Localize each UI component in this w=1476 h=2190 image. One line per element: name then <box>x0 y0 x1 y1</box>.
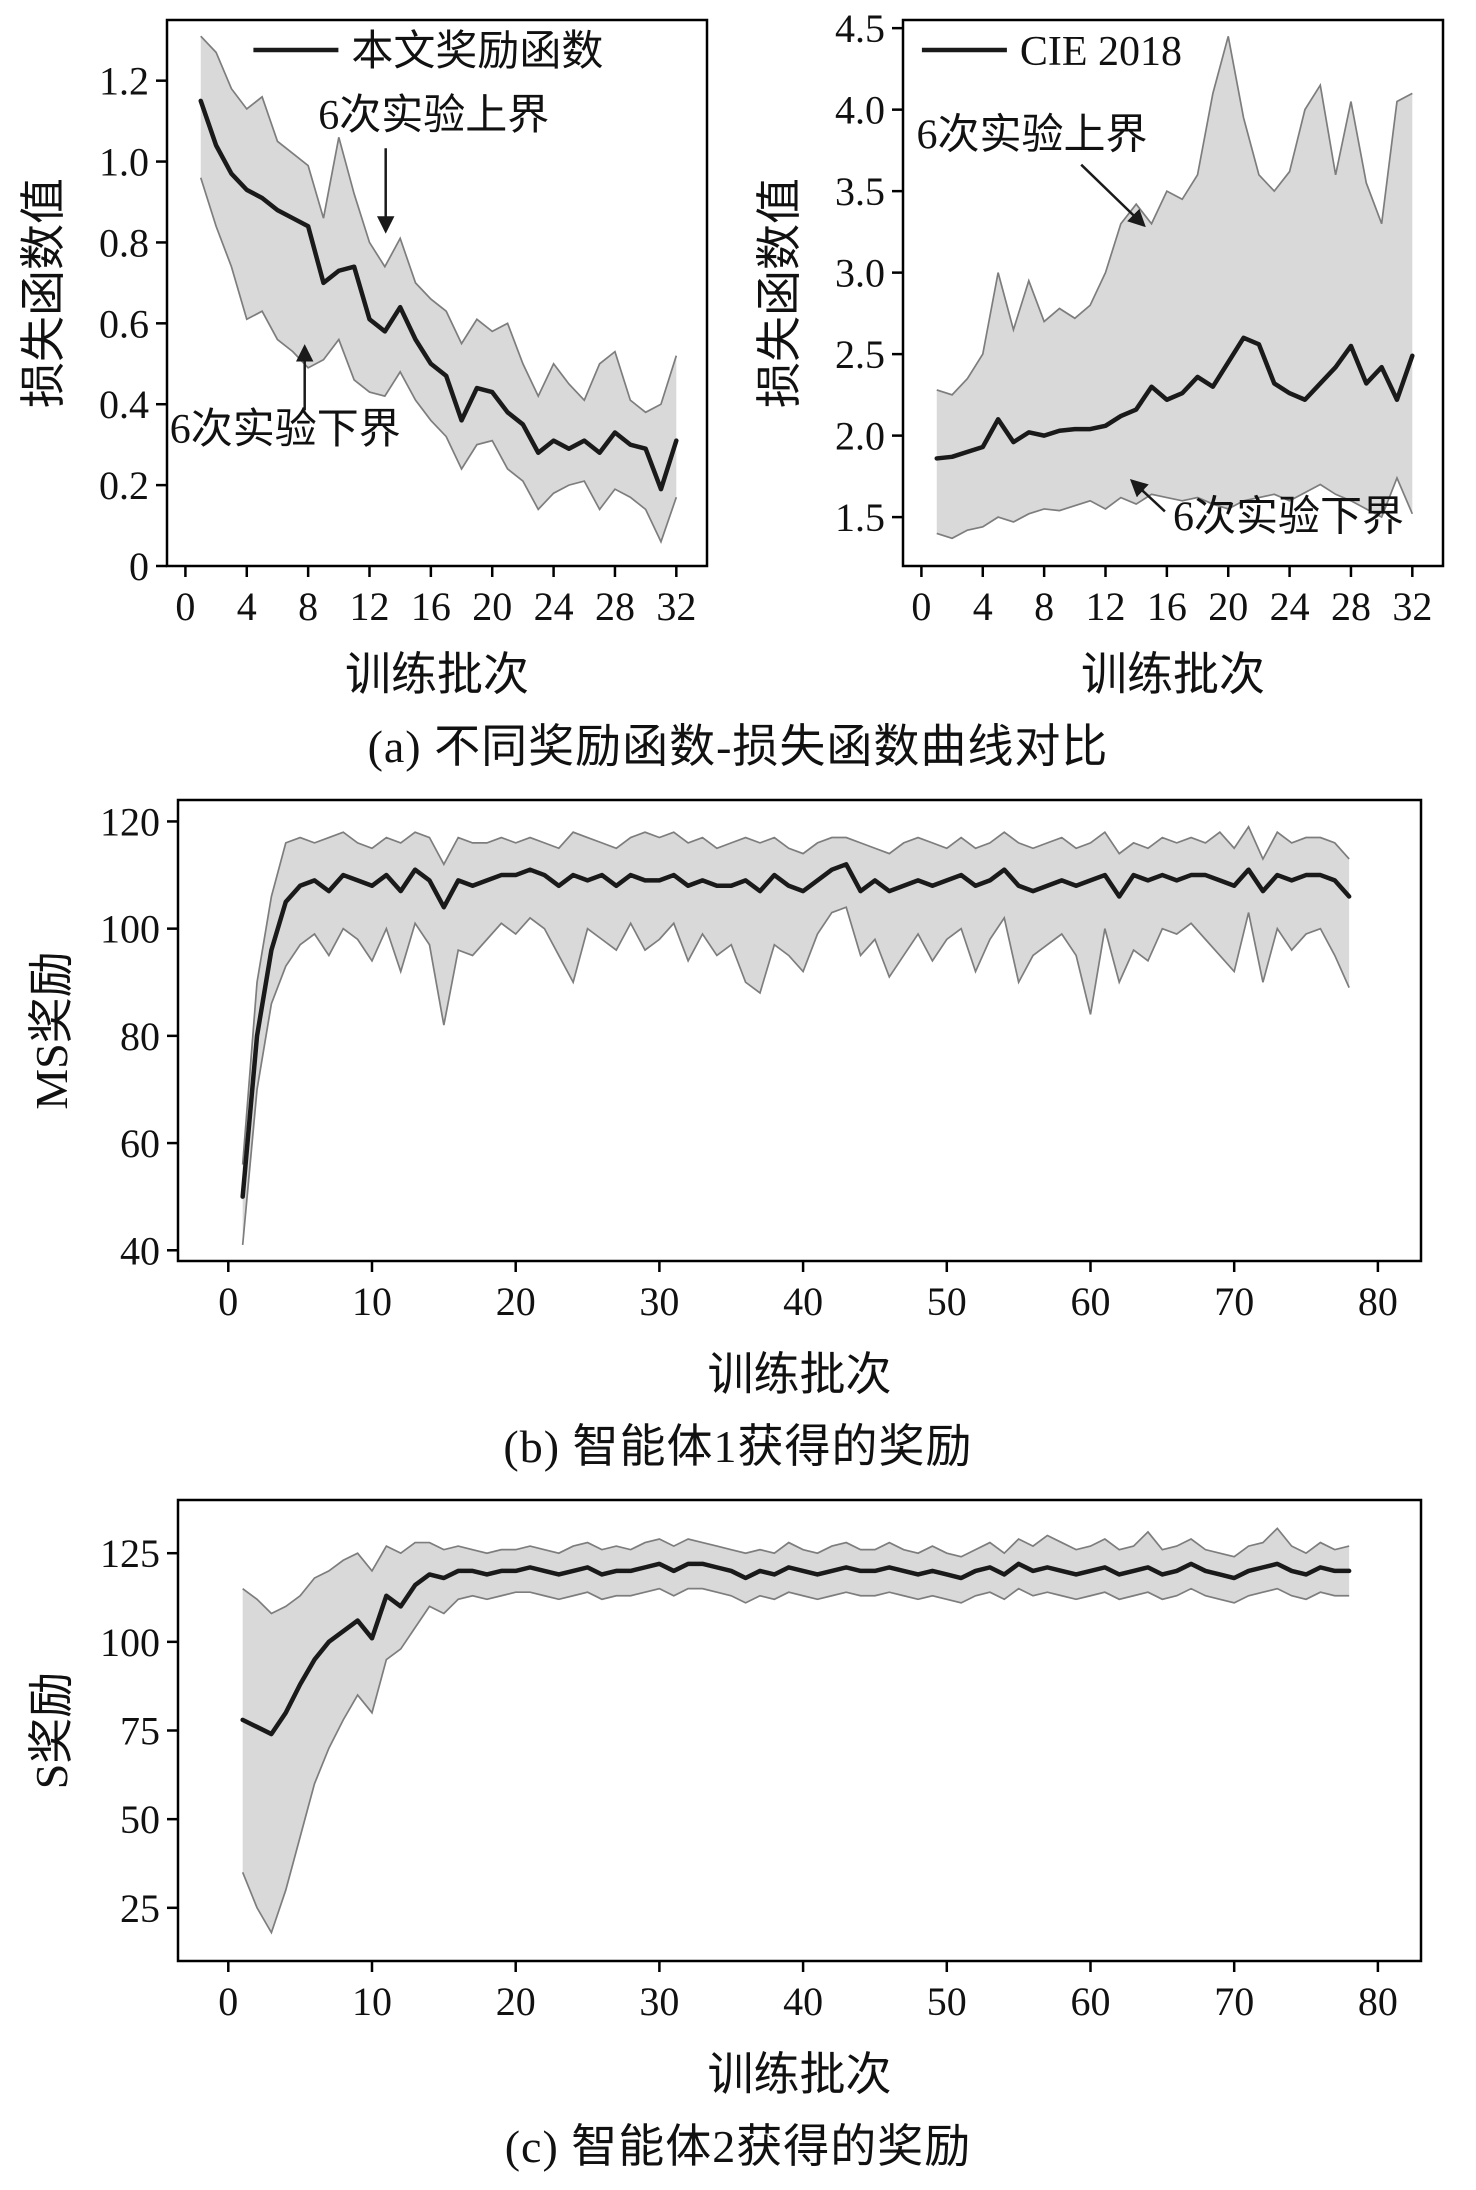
svg-text:0: 0 <box>129 544 149 589</box>
svg-text:损失函数值: 损失函数值 <box>754 178 805 408</box>
svg-text:1.2: 1.2 <box>99 59 149 104</box>
svg-text:12: 12 <box>1086 584 1126 629</box>
svg-text:70: 70 <box>1214 1979 1254 2024</box>
svg-text:3.5: 3.5 <box>835 169 885 214</box>
caption-a: (a) 不同奖励函数-损失函数曲线对比 <box>367 721 1109 772</box>
chart-s-reward: 0 10 20 30 40 50 60 70 80 25 50 75 100 125 训练批次 S奖励 <box>26 1498 1423 2100</box>
svg-text:MS奖励: MS奖励 <box>26 951 77 1109</box>
svg-text:30: 30 <box>639 1279 679 1324</box>
svg-text:25: 25 <box>120 1886 160 1931</box>
svg-text:训练批次: 训练批次 <box>345 649 529 700</box>
svg-text:训练批次: 训练批次 <box>1081 649 1265 700</box>
svg-text:20: 20 <box>496 1279 536 1324</box>
svg-text:8: 8 <box>1034 584 1054 629</box>
svg-text:6次实验下界: 6次实验下界 <box>1173 494 1404 541</box>
svg-text:本文奖励函数: 本文奖励函数 <box>351 28 603 75</box>
svg-text:0.6: 0.6 <box>99 301 149 346</box>
svg-text:16: 16 <box>411 584 451 629</box>
chart-block-s-reward: 0 10 20 30 40 50 60 70 80 25 50 75 100 125 训练批次 S奖励 <box>0 1486 1476 2106</box>
svg-text:12: 12 <box>350 584 390 629</box>
svg-text:0.4: 0.4 <box>99 382 149 427</box>
svg-text:24: 24 <box>1270 584 1310 629</box>
svg-text:60: 60 <box>1070 1279 1110 1324</box>
svg-text:28: 28 <box>595 584 635 629</box>
svg-text:24: 24 <box>534 584 574 629</box>
svg-text:4: 4 <box>237 584 257 629</box>
svg-text:20: 20 <box>472 584 512 629</box>
chart-block-loss-cie2018: 0 4 8 12 16 20 24 28 32 1.5 2.0 2.5 3.0 3.5 4.0 4.5 训练批次… <box>751 6 1461 706</box>
chart-block-loss-proposed: 0 4 8 12 16 20 24 28 32 0 0.2 0.4 0.6 0.8 1.0 1.2 训练批次 损失… <box>15 6 725 706</box>
svg-text:80: 80 <box>120 1014 160 1059</box>
svg-text:CIE 2018: CIE 2018 <box>1020 29 1182 75</box>
svg-text:0.2: 0.2 <box>99 463 149 508</box>
svg-text:6次实验上界: 6次实验上界 <box>917 111 1148 158</box>
svg-text:训练批次: 训练批次 <box>708 2049 892 2100</box>
svg-text:0: 0 <box>911 584 931 629</box>
svg-text:4.5: 4.5 <box>835 6 885 51</box>
svg-text:2.5: 2.5 <box>835 332 885 377</box>
svg-text:损失函数值: 损失函数值 <box>18 178 69 408</box>
caption-c: (c) 智能体2获得的奖励 <box>504 2121 972 2172</box>
svg-text:0: 0 <box>218 1279 238 1324</box>
svg-text:75: 75 <box>120 1709 160 1754</box>
svg-text:70: 70 <box>1214 1279 1254 1324</box>
svg-text:50: 50 <box>120 1797 160 1842</box>
svg-text:28: 28 <box>1331 584 1371 629</box>
svg-text:8: 8 <box>298 584 318 629</box>
svg-text:32: 32 <box>1392 584 1432 629</box>
svg-text:30: 30 <box>639 1979 679 2024</box>
svg-text:0: 0 <box>175 584 195 629</box>
chart-loss-proposed: 0 4 8 12 16 20 24 28 3200.20.40.60.81.01.2训练批次损失… <box>18 18 709 700</box>
svg-text:120: 120 <box>100 799 160 844</box>
svg-text:4: 4 <box>973 584 993 629</box>
chart-block-ms-reward: 0 10 20 30 40 50 60 70 80 40 60 80 100 120 训练批次 MS奖励 <box>0 786 1476 1406</box>
svg-text:50: 50 <box>927 1979 967 2024</box>
svg-text:1.5: 1.5 <box>835 495 885 540</box>
svg-text:S奖励: S奖励 <box>26 1672 77 1790</box>
svg-text:80: 80 <box>1358 1979 1398 2024</box>
svg-text:100: 100 <box>100 907 160 952</box>
svg-text:16: 16 <box>1147 584 1187 629</box>
subfigure-a-row: 0 4 8 12 16 20 24 28 32 0 0.2 0.4 0.6 0.8 1.0 1.2 训练批次 损失… <box>0 6 1476 706</box>
svg-text:32: 32 <box>656 584 696 629</box>
svg-text:10: 10 <box>352 1979 392 2024</box>
svg-text:0.8: 0.8 <box>99 220 149 265</box>
svg-text:2.0: 2.0 <box>835 414 885 459</box>
svg-text:训练批次: 训练批次 <box>708 1349 892 1400</box>
svg-text:125: 125 <box>100 1531 160 1576</box>
caption-b: (b) 智能体1获得的奖励 <box>503 1421 973 1472</box>
svg-text:80: 80 <box>1358 1279 1398 1324</box>
svg-text:40: 40 <box>120 1228 160 1273</box>
svg-text:3.0: 3.0 <box>835 251 885 296</box>
chart-ms-reward: 0 10 20 30 40 50 60 70 80 40 60 80 100 120 训练批次 MS奖励 <box>26 798 1423 1400</box>
svg-text:60: 60 <box>1070 1979 1110 2024</box>
svg-text:20: 20 <box>496 1979 536 2024</box>
svg-text:10: 10 <box>352 1279 392 1324</box>
svg-text:100: 100 <box>100 1620 160 1665</box>
svg-text:1.0: 1.0 <box>99 140 149 185</box>
svg-text:6次实验下界: 6次实验下界 <box>170 406 401 453</box>
svg-text:4.0: 4.0 <box>835 88 885 133</box>
svg-text:20: 20 <box>1208 584 1248 629</box>
chart-loss-cie2018: 0 4 8 12 16 20 24 28 32 1.5 2.0 2.5 3.0 3.5 4.0 4.5 训练批次… <box>754 6 1445 700</box>
svg-text:40: 40 <box>783 1979 823 2024</box>
svg-text:40: 40 <box>783 1279 823 1324</box>
svg-text:50: 50 <box>927 1279 967 1324</box>
svg-text:6次实验上界: 6次实验上界 <box>318 92 549 139</box>
svg-text:0: 0 <box>218 1979 238 2024</box>
svg-text:60: 60 <box>120 1121 160 1166</box>
